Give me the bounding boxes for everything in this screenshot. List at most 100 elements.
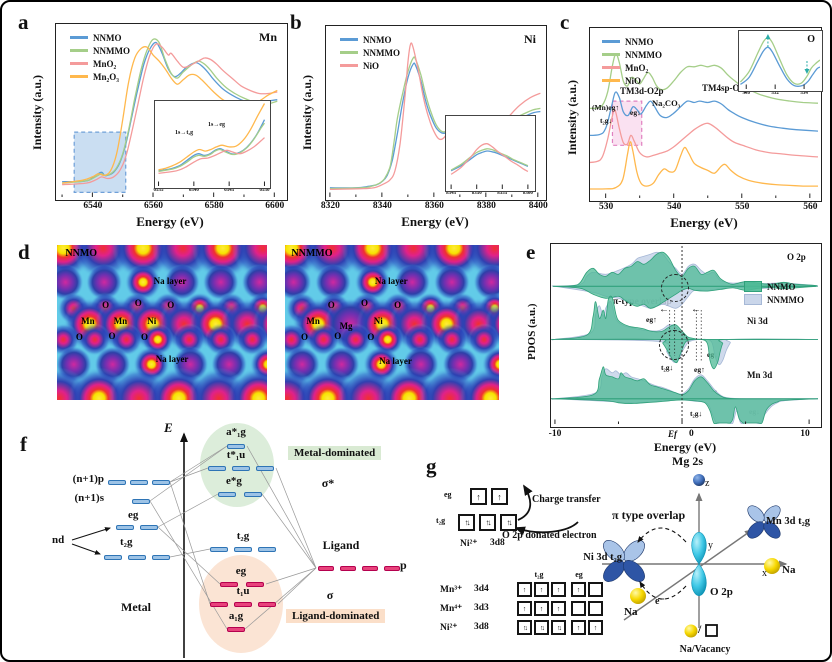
charge-density-map-nnmmo: NNMMO Na layer O O O Mn Mg Ni O O O Na layer [285,245,499,400]
sigma-star-label: σ* [321,476,335,490]
na-vacancy-label: Na/Vacancy [679,644,731,655]
panel-b-inset [445,115,536,192]
panel-b-element-label: Ni [524,32,536,46]
electron-box: ↑↓ [458,514,475,531]
legend-label: MnO₂ [625,62,649,73]
map-atom-label: Ni [373,315,383,326]
legend-label: NNMMO [767,294,804,305]
tick-label: 6540 [83,201,103,211]
tick-label: 530 [599,202,614,212]
map-atom-label: O [334,331,342,342]
panel-e-legend: NNMO NNMMO [744,280,804,306]
map-atom-label: O [134,298,142,309]
eg-star-levels [218,492,236,497]
tick-label: 6545 [224,188,235,193]
map-atom-label: Na layer [153,276,187,286]
legend-swatch [70,49,88,52]
map-atom-label: Mg [339,320,353,331]
mn-eg-up-annotation: eg↑ [694,365,705,374]
electron-box: ↑ [517,601,532,616]
map-atom-label: Na layer [379,355,412,366]
nd-label: nd [52,534,65,546]
nonbonding-t2g-levels [258,547,276,552]
ni-t2g-down-annotation: t₂g↓ [661,363,674,372]
panel-a-element-label: Mn [259,30,277,44]
panel-c-inset-element-label: O [807,34,815,45]
ni-d-config-label: 3d8 [490,538,505,548]
pi-type-overlap-label: π type overlap [612,508,686,522]
tick-label: 6540 [188,188,199,193]
y-axis-label: y [708,540,713,551]
map-atom-label: Mn [306,315,320,326]
map-atom-label: O [75,331,83,342]
map-atom-label: NNMO [65,248,98,260]
ns-level [132,499,150,504]
np-levels [152,480,170,485]
eg-annotation: eg↓ [630,108,641,117]
legend-label: Mn₂O₃ [93,71,119,82]
map-atom-label: O [360,298,368,309]
tick-label: 8350 [471,191,482,196]
electron-box: ↑ [470,488,487,505]
np-levels [130,480,148,485]
legend-item: NNMMO [70,44,130,57]
legend-item: NNMMO [340,46,400,59]
nonbonding-t2g-levels [234,547,252,552]
ni-ion-label: Ni²⁺ [460,539,478,549]
np-level-label: (n+1)p [72,473,104,485]
electron-box: ↑↓ [479,514,496,531]
tick-label: 532 [771,91,779,96]
e-tick-min: -10 [548,429,562,439]
np-levels [108,480,126,485]
electron-box [588,601,603,616]
panel-c-ylabel: Intensity (a.u.) [565,79,579,155]
metal-eg-levels [140,525,158,530]
legend-swatch [70,62,88,65]
table-dcount-label: 3d3 [474,603,489,613]
ligand-label: Ligand [322,538,360,552]
nonbonding-t2g-levels [210,547,228,552]
panel-label-a: a [18,10,29,34]
legend-swatch [340,64,358,67]
ns-level-label: (n+1)s [74,492,105,504]
metal-eg-levels [116,525,134,530]
table-ion-label: Ni²⁺ [440,623,458,633]
ligand-p-levels [384,566,400,571]
legend-swatch [602,66,620,69]
legend-swatch [744,294,762,305]
na-right-label: Na [782,564,796,576]
panel-label-g: g [426,454,437,478]
panel-label-c: c [560,10,570,34]
map-atom-label: O [394,300,402,311]
tick-label: 550 [735,202,750,212]
bonding-eg-levels [220,582,238,587]
panel-b-legend: NNMO NNMMO NiO [340,33,400,72]
map-atom-label: NNMMO [291,248,333,260]
electron-box: ↑↓ [534,620,549,635]
t1u-star-levels [256,466,274,471]
panel-b-xlabel: Energy (eV) [401,214,469,229]
orbital-interaction-diagram: g eg t₂g Ni²⁺ 3d8 Charge transfer O 2p d… [414,450,830,660]
map-atom-label: O [367,331,375,342]
tick-label: 6550 [259,188,270,193]
mg-2s-label: Mg 2s [672,454,703,468]
panel-a-ylabel: Intensity (a.u.) [30,74,44,150]
table-dcount-label: 3d4 [474,584,489,594]
tick-label: 8360 [522,191,533,196]
legend-item: NNMMO [602,48,662,61]
map-atom-label: Ni [147,315,157,326]
tick-label: 6535 [153,188,164,193]
slash-separator: / [698,622,702,636]
electron-box: ↑ [534,601,549,616]
panel-e-xlabel: Energy (eV) [653,440,717,454]
table-header-t2g: t₂g [534,570,544,579]
o2p-donated-label: O 2p donated electron [502,530,597,541]
legend-label: MnO₂ [93,58,117,69]
map-atom-label: Mn [81,315,95,326]
panel-label-f: f [20,432,27,456]
legend-item: NiO [340,59,400,72]
legend-label: NNMMO [625,49,662,60]
panel-a-inset: 1s→t₂g 1s→eg [154,100,271,189]
charge-density-map-nnmo: NNMO Na layer O O O Mn Mn Ni O O O Na layer [57,245,267,400]
pre-edge-t2g-annotation: 1s→t₂g [175,130,194,136]
